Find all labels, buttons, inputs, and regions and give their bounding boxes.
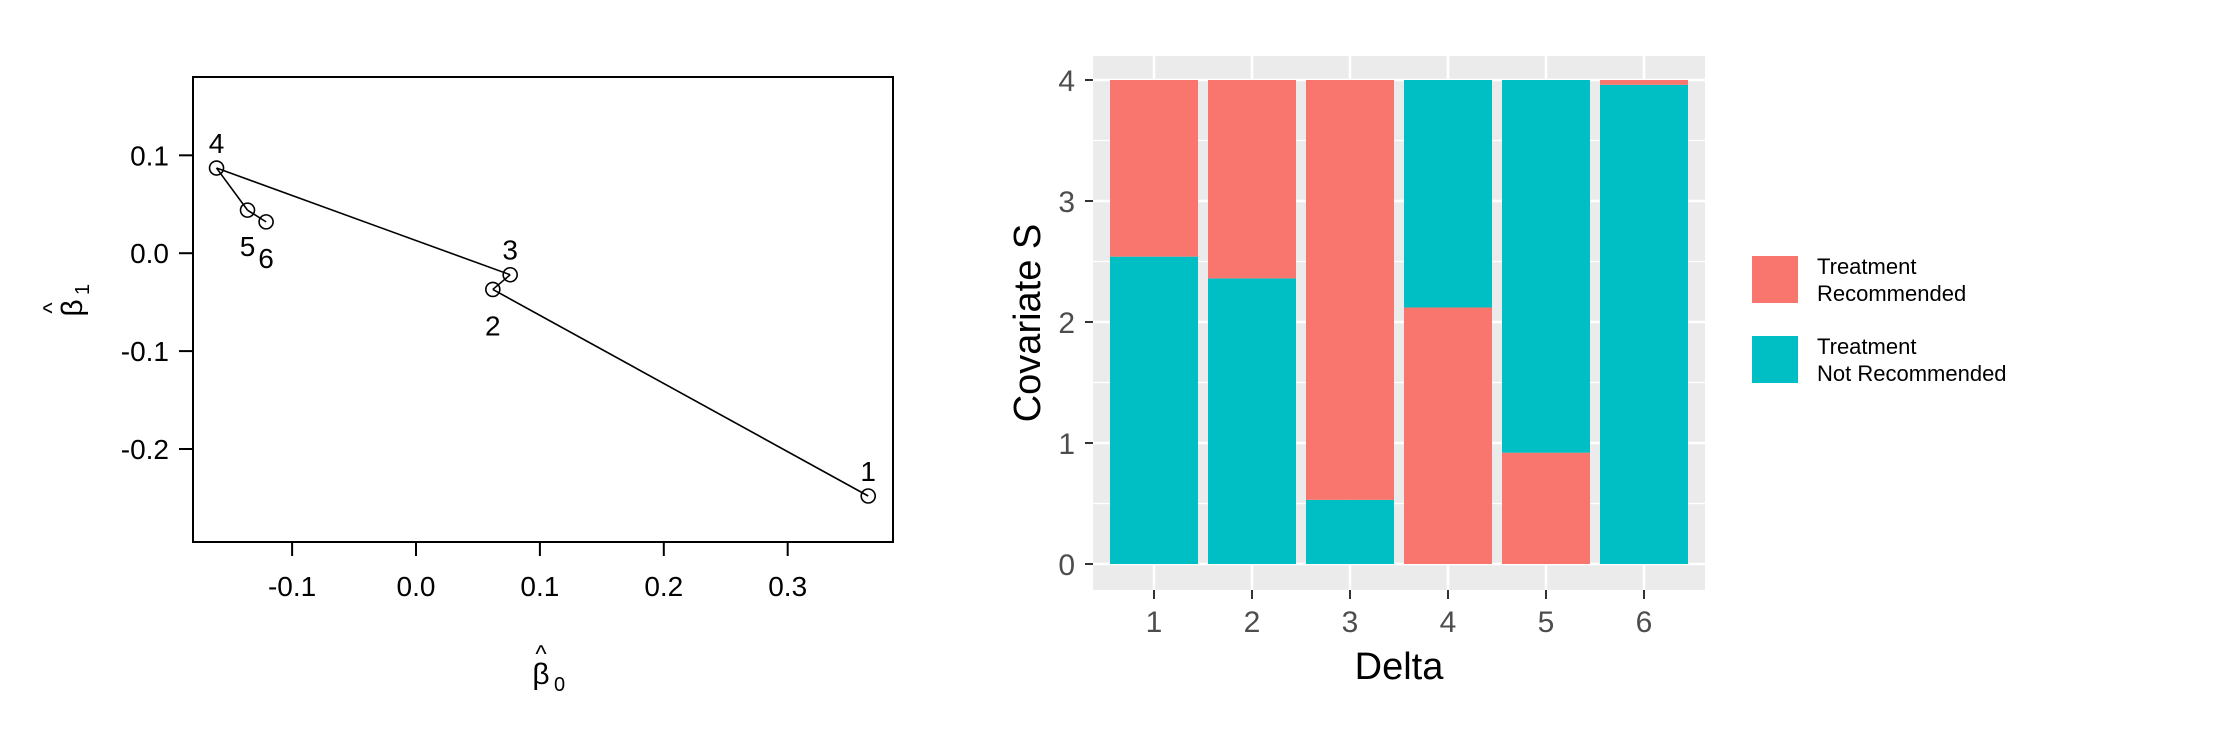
y-tick-label: 1 (1058, 428, 1075, 461)
left-y-axis-title: ^ β 1 (39, 284, 94, 317)
x-tick-label: 1 (1146, 606, 1163, 639)
point-label-1: 1 (860, 456, 876, 487)
bar-treatment-recommended-1 (1110, 80, 1198, 257)
legend-key-2 (1752, 336, 1798, 383)
point-label-4: 4 (209, 128, 225, 159)
data-point-2 (485, 281, 501, 298)
left-plot-box (192, 76, 894, 543)
x-axis-title: Delta (1355, 646, 1445, 688)
data-point-4 (208, 160, 225, 176)
y-tick-label: 0.0 (130, 238, 169, 269)
x-axis-title-subscript: 0 (554, 674, 565, 696)
path-segment (247, 209, 267, 223)
left-x-axis: -0.1 0.0 0.1 0.2 0.3 (268, 542, 807, 602)
x-axis-title-symbol: β (532, 658, 549, 691)
bar-treatment-not-recommended-1 (1110, 256, 1198, 564)
y-tick-label: 0 (1058, 549, 1075, 582)
x-tick-label: 4 (1440, 606, 1457, 639)
x-tick-label: 2 (1244, 606, 1261, 639)
left-path-layer (215, 167, 869, 497)
point-label-2: 2 (485, 310, 501, 341)
legend-label-2-line-1: Treatment (1817, 334, 1916, 359)
left-x-axis-title: ^ β 0 (532, 641, 565, 696)
x-axis-title-hat: ^ (535, 641, 547, 668)
x-tick-label: 0.3 (768, 571, 807, 602)
bar-treatment-not-recommended-2 (1208, 278, 1296, 564)
y-axis-title-subscript: 1 (72, 284, 94, 295)
bar-treatment-recommended-4 (1404, 307, 1492, 564)
y-axis-title: Covariate S (1007, 224, 1049, 423)
path-segment (492, 274, 511, 291)
legend-key-1 (1752, 256, 1798, 303)
y-tick-label: -0.1 (121, 336, 169, 367)
point-label-3: 3 (502, 235, 518, 266)
bar-treatment-recommended-2 (1208, 80, 1296, 279)
bar-treatment-not-recommended-3 (1306, 499, 1394, 564)
point-label-5: 5 (240, 231, 256, 262)
x-tick-label: -0.1 (268, 571, 316, 602)
y-tick-label: 4 (1058, 65, 1075, 98)
x-tick-label: 6 (1636, 606, 1653, 639)
x-tick-label: 0.0 (397, 571, 436, 602)
left-y-axis: 0.1 0.0 -0.1 -0.2 (121, 140, 193, 465)
legend-label-2-line-2: Not Recommended (1817, 361, 2007, 386)
y-tick-label: 3 (1058, 186, 1075, 219)
bar-treatment-not-recommended-6 (1600, 84, 1688, 564)
path-segment (492, 288, 869, 497)
data-point-1 (860, 488, 877, 504)
x-tick-label: 0.2 (644, 571, 683, 602)
bar-treatment-recommended-6 (1600, 80, 1688, 85)
legend-label-1-line-2: Recommended (1817, 281, 1966, 306)
y-axis-title-hat: ^ (39, 302, 66, 314)
bar-treatment-not-recommended-4 (1404, 80, 1492, 308)
y-tick-label: 2 (1058, 307, 1075, 340)
legend-label-1-line-1: Treatment (1817, 254, 1916, 279)
bar-treatment-not-recommended-5 (1502, 80, 1590, 453)
data-point-6 (258, 214, 274, 230)
axes-ticks: 0 1 2 3 4 1 2 3 4 5 6 (1058, 65, 1652, 639)
y-tick-label: -0.2 (121, 434, 169, 465)
left-points: 1 2 3 4 5 6 (208, 128, 877, 504)
bar-treatment-recommended-3 (1306, 80, 1394, 500)
data-point-3 (502, 266, 518, 283)
left-chart: -0.1 0.0 0.1 0.2 0.3 0.1 0.0 -0.1 -0.2 1 2 3 4 5 6 ^… (39, 76, 894, 696)
point-label-6: 6 (258, 243, 274, 274)
x-tick-label: 3 (1342, 606, 1359, 639)
bars (1110, 80, 1688, 564)
y-axis-title-symbol: β (56, 299, 89, 316)
x-tick-label: 5 (1538, 606, 1555, 639)
y-tick-label: 0.1 (130, 140, 169, 171)
path-segment (216, 167, 511, 276)
path-segment (215, 167, 249, 211)
data-point-5 (239, 202, 256, 218)
bar-treatment-recommended-5 (1502, 452, 1590, 564)
x-tick-label: 0.1 (520, 571, 559, 602)
